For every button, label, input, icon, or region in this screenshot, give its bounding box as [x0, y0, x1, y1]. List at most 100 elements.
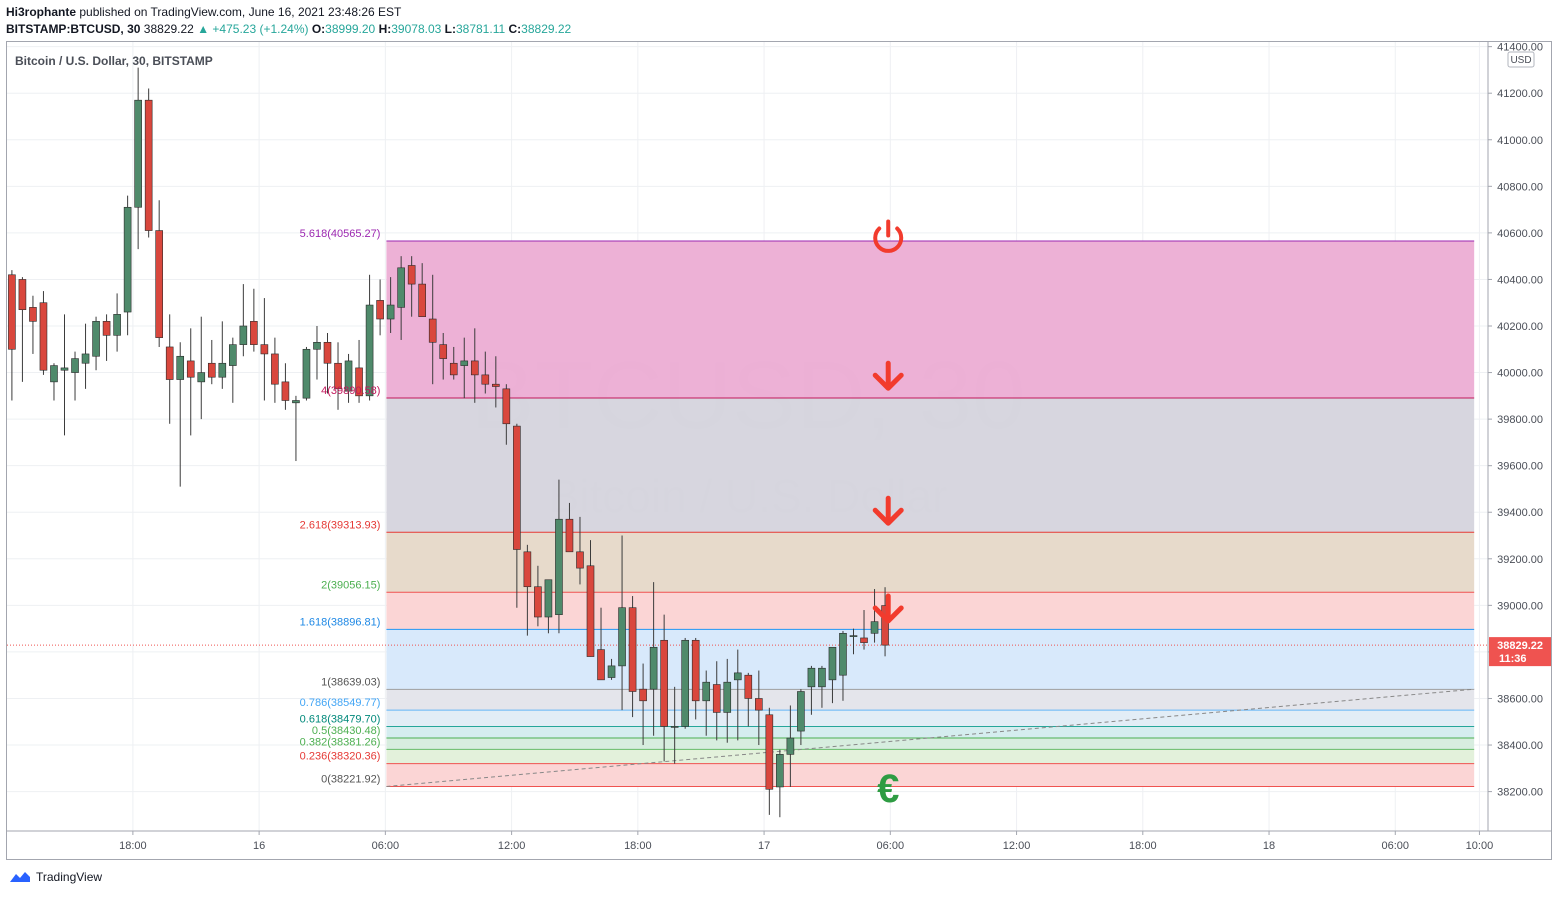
- price-tick-label: 40400.00: [1497, 274, 1543, 286]
- candle-body: [8, 274, 16, 350]
- brand-name[interactable]: TradingView: [36, 870, 103, 884]
- candle: [449, 346, 458, 380]
- candle-body: [828, 646, 837, 681]
- candle: [229, 337, 237, 403]
- candle: [502, 384, 511, 445]
- candle-body: [839, 632, 847, 676]
- candle: [218, 321, 227, 389]
- candle: [397, 256, 405, 340]
- countdown-label: 11:36: [1499, 653, 1527, 665]
- candle-body: [397, 267, 405, 308]
- candle: [586, 540, 595, 657]
- candle-body: [134, 99, 142, 208]
- candle: [102, 314, 111, 361]
- candle: [197, 316, 206, 420]
- candle: [439, 332, 448, 380]
- candle-body: [113, 314, 121, 336]
- candle: [565, 502, 574, 553]
- candle-body: [870, 621, 879, 634]
- price-axis: 38200.0038400.0038600.0038800.0039000.00…: [1488, 42, 1543, 799]
- time-axis: 18:00 16 06:00 12:00 18:00 17 06:00 12:00 18:00 1…: [119, 831, 1493, 852]
- candle-body: [50, 365, 58, 383]
- fib-label: 0.786(38549.77): [300, 697, 381, 709]
- candle-body: [302, 348, 311, 399]
- candle: [176, 342, 185, 487]
- candle: [71, 351, 79, 401]
- candle: [828, 646, 837, 704]
- tradingview-logo-icon: [10, 872, 30, 882]
- candle: [376, 279, 384, 336]
- fib-label: 5.618(40565.27): [300, 228, 381, 240]
- fib-zone: [386, 763, 1475, 787]
- candle-body: [144, 99, 153, 231]
- candle-body: [92, 321, 100, 357]
- candle: [755, 670, 763, 746]
- candle: [733, 649, 742, 741]
- fib-zone: [386, 629, 1475, 690]
- candle: [639, 663, 647, 746]
- candle: [250, 288, 258, 352]
- candle-body: [565, 518, 574, 553]
- price-tick-label: 38600.00: [1497, 693, 1543, 705]
- candle: [807, 665, 816, 715]
- candle-body: [849, 635, 858, 637]
- candle-body: [733, 672, 742, 681]
- candle-body: [723, 681, 732, 713]
- candle-body: [355, 367, 363, 397]
- published-text: published on TradingView.com, June 16, 2…: [79, 5, 402, 19]
- plot-area: BTCUSD, 30Bitcoin / U.S. Dollar0(38221.9…: [7, 42, 1488, 831]
- candle-body: [618, 607, 626, 667]
- candle-body: [439, 344, 448, 359]
- candle: [386, 277, 395, 333]
- candle-body: [639, 688, 647, 702]
- candle: [818, 665, 826, 708]
- candle: [60, 314, 69, 436]
- candle-body: [544, 579, 553, 618]
- candle-body: [218, 362, 227, 378]
- time-tick-label: 06:00: [372, 840, 400, 852]
- candle: [323, 332, 332, 394]
- fib-label: 2(39056.15): [321, 579, 380, 591]
- time-tick-label: 10:00: [1466, 840, 1494, 852]
- currency-label: USD: [1510, 55, 1531, 66]
- candle: [428, 274, 437, 385]
- candle-body: [155, 230, 163, 338]
- candle-body: [197, 372, 206, 383]
- candle-body: [176, 355, 185, 380]
- candle: [870, 589, 879, 643]
- candle-body: [81, 353, 90, 364]
- candle-body: [229, 344, 237, 366]
- candle: [8, 270, 16, 401]
- candle: [344, 353, 353, 403]
- candle: [765, 707, 774, 815]
- candle: [281, 363, 290, 410]
- candle: [681, 637, 689, 729]
- candle-body: [334, 362, 342, 390]
- candle: [691, 637, 700, 720]
- candle-body: [418, 283, 426, 317]
- time-tick-label: 06:00: [877, 840, 905, 852]
- candle-body: [670, 726, 679, 728]
- candle-body: [881, 605, 889, 646]
- close-value: 38829.22: [521, 22, 572, 36]
- candle-body: [292, 400, 300, 404]
- last-price: 38829.22: [143, 22, 194, 36]
- price-tick-label: 40800.00: [1497, 181, 1543, 193]
- candle: [92, 316, 100, 371]
- candle: [607, 658, 616, 680]
- candle: [50, 363, 58, 401]
- price-tick-label: 40000.00: [1497, 368, 1543, 380]
- candle: [670, 686, 679, 764]
- author-name[interactable]: Hi3rophante: [6, 5, 77, 19]
- footer: TradingView: [8, 870, 102, 884]
- candle: [239, 284, 248, 357]
- candle: [660, 614, 668, 762]
- time-tick-label: 18:00: [624, 840, 652, 852]
- candle: [712, 661, 721, 741]
- candle-body: [786, 737, 795, 755]
- candle: [597, 607, 605, 681]
- time-tick-label: 16: [253, 840, 265, 852]
- candle: [460, 337, 469, 399]
